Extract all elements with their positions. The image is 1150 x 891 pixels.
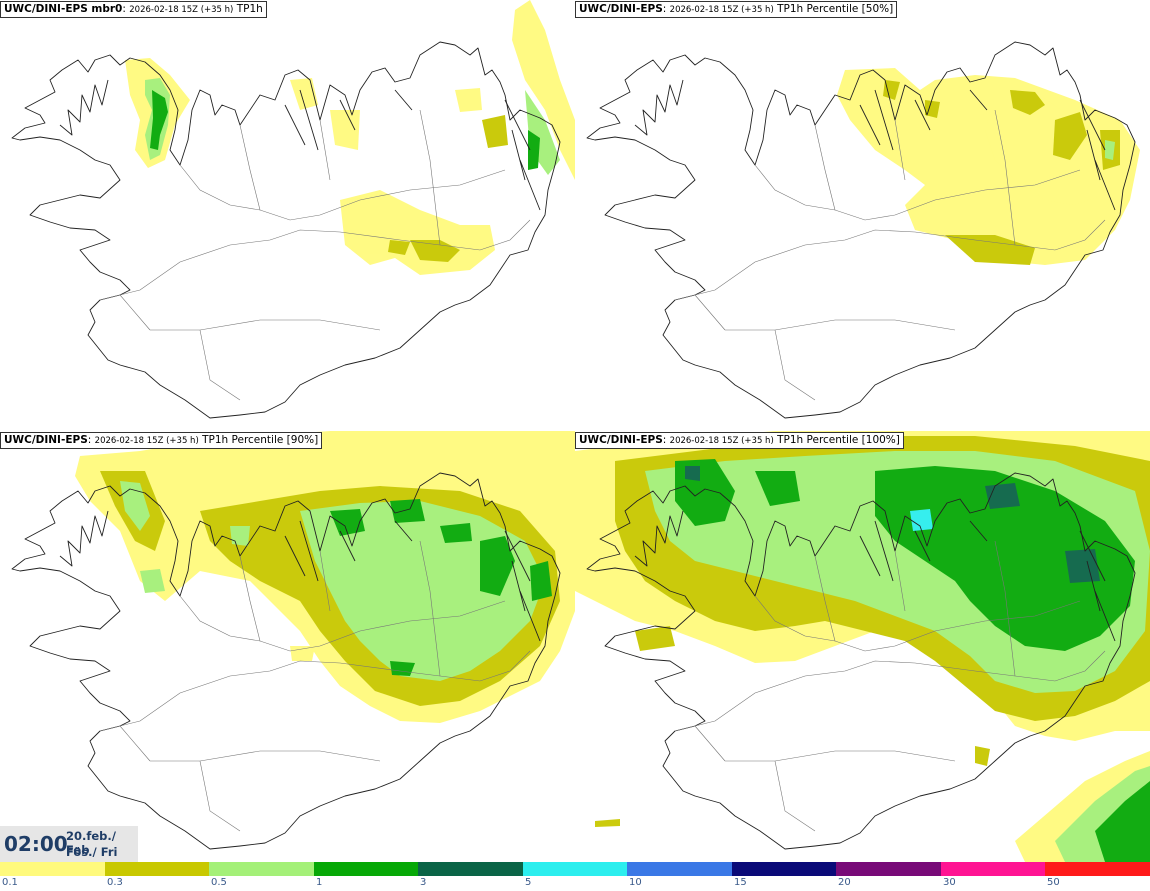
panel-title: UWC/DINI-EPS: 2026-02-18 15Z (+35 h) TP1… xyxy=(575,432,904,449)
legend-tick-label: 0.5 xyxy=(211,877,227,888)
map-panel-p100: UWC/DINI-EPS: 2026-02-18 15Z (+35 h) TP1… xyxy=(575,431,1150,862)
legend-tick-label: 3 xyxy=(420,877,427,888)
legend-swatch xyxy=(1045,862,1150,876)
legend-tick-label: 5 xyxy=(525,877,532,888)
map-panel-p50: UWC/DINI-EPS: 2026-02-18 15Z (+35 h) TP1… xyxy=(575,0,1150,431)
legend-swatch xyxy=(0,862,105,876)
legend-swatch xyxy=(313,862,419,876)
color-legend-bar xyxy=(0,862,1150,876)
map-panel-mbr0: UWC/DINI-EPS mbr0: 2026-02-18 15Z (+35 h… xyxy=(0,0,575,431)
legend-tick-label: 1 xyxy=(316,877,323,888)
valid-time-box: 02:00 20.feb./ Feb Fös./ Fri xyxy=(0,826,138,862)
legend-swatch xyxy=(627,862,732,876)
precip-fields xyxy=(575,431,1150,862)
precip-fields xyxy=(837,68,1140,265)
legend-swatch xyxy=(418,862,523,876)
valid-weekday: Fös./ Fri xyxy=(66,845,118,859)
legend-tick-label: 0.1 xyxy=(2,877,18,888)
legend-swatch xyxy=(940,862,1046,876)
panel-title: UWC/DINI-EPS mbr0: 2026-02-18 15Z (+35 h… xyxy=(0,1,267,18)
legend-swatch xyxy=(209,862,314,876)
map-panel-p90: UWC/DINI-EPS: 2026-02-18 15Z (+35 h) TP1… xyxy=(0,431,575,862)
valid-date: 20.feb./ Feb xyxy=(66,829,116,857)
legend-tick-label: 30 xyxy=(943,877,956,888)
legend-tick-label: 50 xyxy=(1047,877,1060,888)
precip-fields xyxy=(125,0,575,275)
valid-time: 02:00 xyxy=(4,832,68,856)
legend-tick-label: 0.3 xyxy=(107,877,123,888)
legend-swatch xyxy=(104,862,210,876)
legend-swatch xyxy=(836,862,941,876)
legend-swatch xyxy=(731,862,837,876)
legend-tick-label: 20 xyxy=(838,877,851,888)
legend-swatch xyxy=(522,862,628,876)
legend-tick-label: 10 xyxy=(629,877,642,888)
panel-title: UWC/DINI-EPS: 2026-02-18 15Z (+35 h) TP1… xyxy=(575,1,898,18)
panel-title: UWC/DINI-EPS: 2026-02-18 15Z (+35 h) TP1… xyxy=(0,432,323,449)
color-legend-labels: 0.1 0.3 0.5 1 3 5 10 15 20 30 50 xyxy=(0,876,1150,891)
precip-fields xyxy=(75,431,575,723)
legend-tick-label: 15 xyxy=(734,877,747,888)
